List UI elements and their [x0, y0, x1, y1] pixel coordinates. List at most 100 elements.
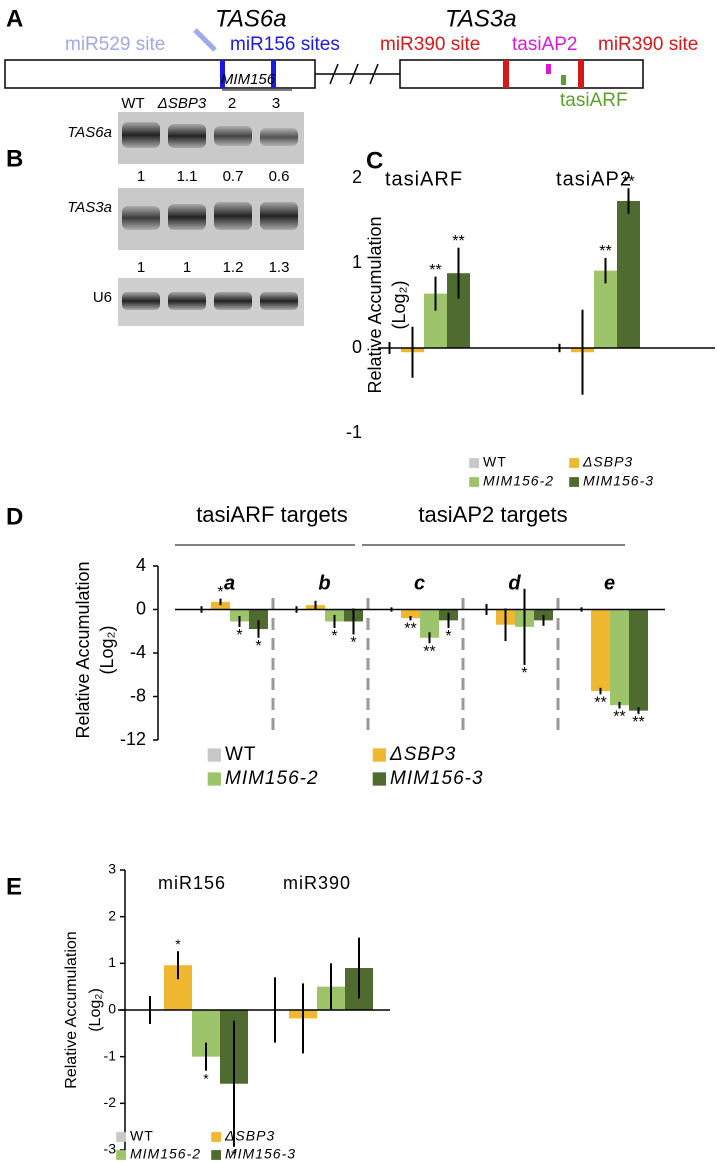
chart: E Relative Accumulation (Log₂) -3 -2 -1 0 1 2 3 mi…	[6, 861, 390, 1162]
row-label: TAS6a	[67, 124, 112, 141]
legend-swatch	[211, 1132, 221, 1142]
site-label: tasiARF	[560, 90, 628, 111]
y-tick-label: -3	[104, 1141, 117, 1157]
category-label: b	[318, 572, 331, 594]
y-tick-label: 0	[108, 1001, 116, 1017]
y-axis-label: Relative Accumulation	[73, 561, 93, 738]
bar	[230, 609, 249, 622]
bands	[122, 122, 298, 310]
significance: *	[445, 628, 451, 645]
legend-label: MIM156-2	[130, 1146, 201, 1162]
significance: **	[423, 643, 435, 660]
y-axis-label: (Log₂)	[389, 280, 409, 329]
y-tick-label: -1	[346, 422, 362, 442]
site-pointer	[193, 28, 217, 52]
panel-b: B MIM156 WT ΔSBP3 2 3 TAS6a TAS3a U6	[6, 71, 304, 326]
quant-value: 1.1	[177, 168, 198, 185]
panel-a: A TAS6a TAS3a miR529 site miR156 sites m…	[4, 5, 698, 111]
legend-label: WT	[130, 1128, 154, 1144]
legend-label: MIM156-3	[583, 473, 654, 489]
site-label: miR529 site	[65, 34, 165, 55]
lane-group: MIM156	[221, 71, 276, 88]
legend-swatch	[211, 1150, 221, 1160]
site-mark	[503, 60, 509, 88]
quant-value: 1.3	[269, 259, 290, 276]
legend-label: WT	[483, 454, 507, 470]
legend-label: MIM156-2	[483, 473, 554, 489]
legend-label: ΔSBP3	[389, 744, 456, 765]
significance: *	[217, 584, 223, 601]
row-label: TAS3a	[67, 199, 112, 216]
legend-swatch	[372, 748, 386, 762]
significance: *	[236, 627, 242, 644]
site-mark	[220, 60, 225, 88]
significance: *	[231, 1146, 237, 1162]
group-label: tasiARF targets	[196, 502, 348, 527]
legend-swatch	[207, 748, 221, 762]
break	[315, 63, 400, 85]
y-tick-label: 3	[108, 861, 116, 877]
significance: **	[599, 243, 611, 260]
bar	[401, 609, 420, 619]
site-label: miR156 sites	[230, 34, 340, 55]
bar	[211, 601, 230, 610]
significance: **	[452, 233, 464, 250]
quant-value: 1	[183, 259, 191, 276]
lane-label: 3	[272, 95, 280, 112]
site-mark	[578, 60, 584, 88]
category-label: c	[414, 572, 426, 594]
quant-value: 0.6	[269, 168, 290, 185]
significance: **	[429, 262, 441, 279]
significance: **	[594, 695, 606, 712]
bar	[629, 609, 648, 711]
legend-label: ΔSBP3	[224, 1128, 275, 1144]
panel-label: A	[6, 5, 23, 32]
site-label: miR390 site	[380, 34, 480, 55]
legend-swatch	[469, 477, 479, 487]
panel-label: D	[6, 503, 23, 530]
y-tick-label: -4	[130, 642, 146, 662]
y-tick-label: 0	[136, 598, 146, 618]
legend-swatch	[569, 458, 579, 468]
bar	[447, 273, 470, 348]
significance: *	[350, 635, 356, 652]
legend-label: MIM156-2	[225, 768, 319, 789]
category-label: tasiARF	[385, 168, 463, 190]
y-axis-label: Relative Accumulation	[63, 931, 80, 1088]
significance: *	[331, 628, 337, 645]
panel-label: C	[366, 147, 383, 174]
lane-label: 2	[228, 95, 236, 112]
panel-label: E	[6, 873, 22, 900]
legend-swatch	[207, 772, 221, 786]
legend-swatch	[116, 1150, 126, 1160]
y-axis-label: (Log₂)	[97, 625, 117, 674]
y-tick-label: -1	[104, 1047, 117, 1063]
site-mark	[271, 60, 276, 88]
category-label: miR390	[283, 873, 351, 893]
category-label: a	[224, 572, 236, 594]
site-label: miR390 site	[598, 34, 698, 55]
significance: **	[622, 173, 634, 190]
legend-label: MIM156-3	[390, 768, 484, 789]
y-tick-label: -12	[120, 729, 146, 749]
bar	[424, 293, 447, 348]
category-label: d	[508, 572, 521, 594]
chart: C Relative Accumulation (Log₂) -1 0 1 2 tasiARF…	[346, 147, 715, 489]
significance: *	[203, 1070, 209, 1086]
legend-label: WT	[225, 744, 257, 765]
category-label: miR156	[158, 873, 226, 893]
significance: *	[255, 638, 261, 655]
y-tick-label: 2	[352, 167, 362, 187]
y-axis-label: Relative Accumulation	[365, 216, 385, 393]
gene-box	[399, 59, 644, 89]
y-tick-label: 1	[352, 252, 362, 272]
y-tick-label: 1	[108, 954, 116, 970]
category-label: e	[604, 572, 616, 594]
site-mark	[561, 75, 566, 85]
legend-swatch	[569, 477, 579, 487]
significance: **	[632, 714, 644, 731]
site-label: tasiAP2	[512, 34, 577, 55]
group-label: tasiAP2 targets	[418, 502, 567, 527]
legend-label: MIM156-3	[225, 1146, 296, 1162]
